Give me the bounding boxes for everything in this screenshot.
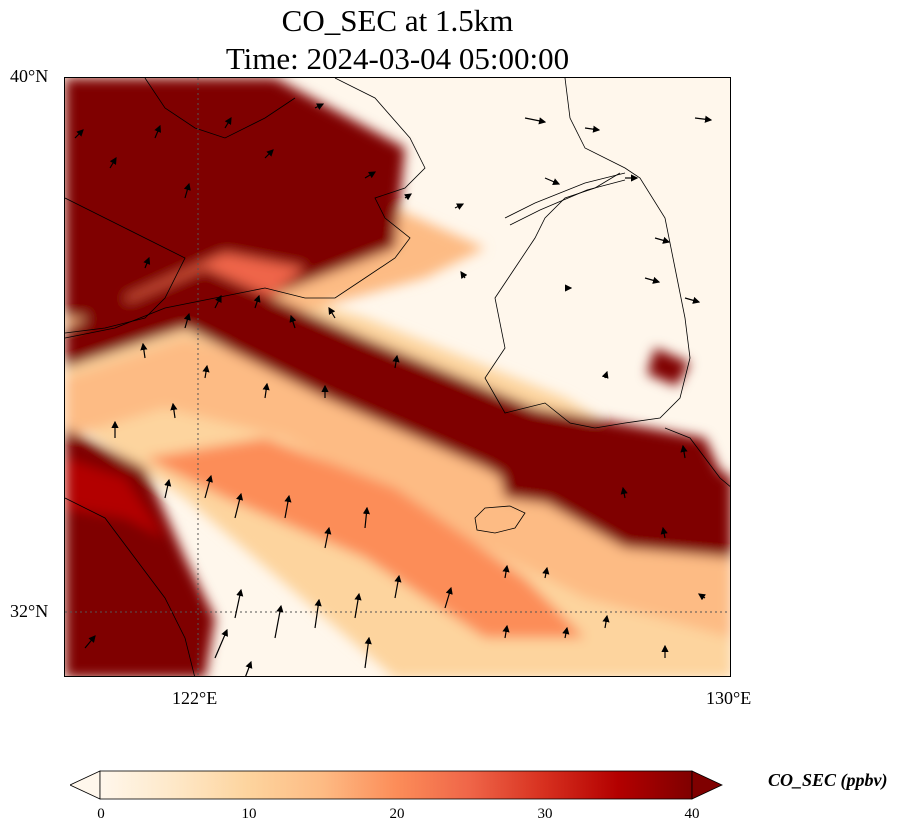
xtick-122e: 122°E xyxy=(172,688,218,708)
wind-vector xyxy=(183,182,191,199)
wind-vector xyxy=(202,364,210,379)
wind-vector xyxy=(680,444,688,459)
map-panel xyxy=(64,77,731,677)
colorbar-extend-min xyxy=(70,770,101,800)
wind-vector xyxy=(562,626,570,639)
wind-vector xyxy=(684,296,701,304)
wind-vector xyxy=(289,314,297,329)
colorbar-tick-30: 30 xyxy=(537,806,553,822)
wind-vector xyxy=(602,614,610,629)
co-sec-map xyxy=(65,78,730,676)
wind-vector xyxy=(620,486,628,499)
colorbar xyxy=(70,770,723,800)
wind-vector xyxy=(394,574,402,599)
wind-vector xyxy=(654,236,671,244)
wind-vector xyxy=(354,592,362,619)
colorbar-label: CO_SEC (ppbv) xyxy=(768,770,888,790)
wind-vector xyxy=(364,171,377,179)
wind-vector xyxy=(694,115,713,123)
wind-vector xyxy=(444,586,453,609)
wind-vector xyxy=(170,402,178,419)
wind-vector xyxy=(224,116,232,129)
wind-vector xyxy=(404,193,412,201)
colorbar-tick-0: 0 xyxy=(97,806,105,822)
wind-vector xyxy=(392,354,400,369)
concentration-field xyxy=(65,78,730,676)
wind-vector xyxy=(644,276,661,284)
wind-vector xyxy=(314,598,322,629)
colorbar-extend-max xyxy=(691,770,723,800)
wind-vector xyxy=(264,149,274,159)
wind-vector xyxy=(262,382,270,399)
wind-vectors xyxy=(74,103,713,676)
wind-vector xyxy=(164,478,172,499)
colorbar-tick-20: 20 xyxy=(389,806,405,822)
wind-vector xyxy=(542,566,550,579)
gridlines xyxy=(65,78,730,676)
wind-vector xyxy=(109,156,117,169)
wind-vector xyxy=(284,494,292,519)
wind-vector xyxy=(660,526,668,539)
wind-vector xyxy=(140,342,148,359)
wind-vector xyxy=(544,177,561,185)
coastlines xyxy=(65,78,730,676)
wind-vector xyxy=(502,564,510,579)
wind-vector xyxy=(214,628,228,659)
wind-vector xyxy=(214,294,222,309)
wind-vector xyxy=(234,588,244,619)
wind-vector xyxy=(274,604,284,639)
wind-vector xyxy=(314,103,325,110)
wind-vector xyxy=(454,203,465,210)
ytick-40n: 40°N xyxy=(10,66,49,86)
wind-vector xyxy=(324,526,332,549)
map-title: CO_SEC at 1.5km xyxy=(281,3,514,38)
wind-vector xyxy=(143,256,151,269)
wind-vector xyxy=(234,492,244,519)
wind-vector xyxy=(601,370,609,379)
wind-vector xyxy=(154,124,162,139)
wind-vector xyxy=(328,306,336,319)
wind-vector xyxy=(74,129,84,139)
colorbar-body xyxy=(99,770,693,800)
wind-vector xyxy=(524,117,547,125)
wind-vector xyxy=(84,635,96,649)
ytick-32n: 32°N xyxy=(10,601,49,621)
wind-vector xyxy=(183,312,191,329)
wind-vector xyxy=(245,660,253,676)
wind-vector xyxy=(364,636,372,669)
colorbar-tick-10: 10 xyxy=(241,806,257,822)
xtick-130e: 130°E xyxy=(706,688,752,708)
colorbar-tick-40: 40 xyxy=(684,806,700,822)
wind-vector xyxy=(362,506,370,529)
wind-vector xyxy=(253,294,261,309)
wind-vector xyxy=(204,474,213,499)
map-subtitle-time: Time: 2024-03-04 05:00:00 xyxy=(225,41,570,76)
wind-vector xyxy=(502,624,510,639)
wind-vector xyxy=(460,271,468,279)
wind-vector xyxy=(698,593,706,601)
wind-vector xyxy=(584,125,601,133)
